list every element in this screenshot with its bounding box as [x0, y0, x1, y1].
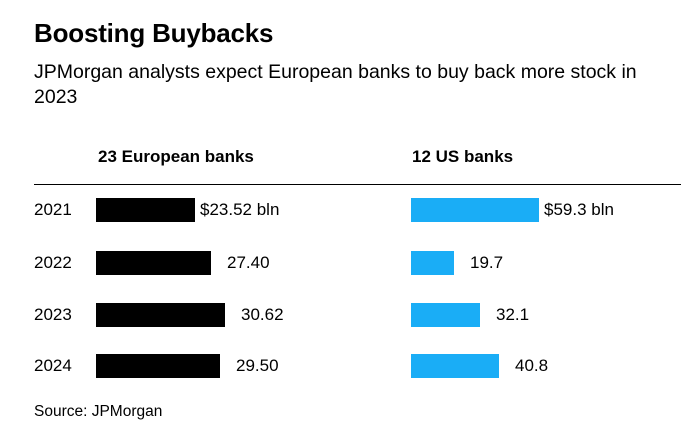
year-label-2024: 2024 [34, 356, 72, 375]
europe-value-label-2024: 29.50 [236, 356, 279, 375]
header-divider [34, 184, 681, 185]
year-label-2021: 2021 [34, 200, 72, 219]
chart-subtitle: JPMorgan analysts expect European banks … [34, 61, 637, 108]
source-note: Source: JPMorgan [34, 403, 163, 420]
year-label-2022: 2022 [34, 253, 72, 272]
europe-column-header: 23 European banks [98, 147, 254, 166]
europe-value-label-2022: 27.40 [227, 253, 270, 272]
us-column-header: 12 US banks [412, 147, 514, 166]
us-value-label-2024: 40.8 [515, 356, 549, 375]
europe-value-label-2021: $23.52 bln [200, 200, 280, 219]
europe-value-label-2023: 30.62 [241, 305, 284, 324]
us-bar-2022 [411, 251, 454, 275]
europe-bar-2024 [96, 354, 220, 378]
us-value-label-2023: 32.1 [496, 305, 530, 324]
europe-bar-2022 [96, 251, 211, 275]
us-value-label-2021: $59.3 bln [544, 200, 614, 219]
us-bar-2023 [411, 303, 480, 327]
europe-bar-2021 [96, 198, 195, 222]
us-bar-2024 [411, 354, 499, 378]
us-value-label-2022: 19.7 [470, 253, 504, 272]
chart-title: Boosting Buybacks [34, 18, 274, 48]
europe-bar-2023 [96, 303, 225, 327]
year-label-2023: 2023 [34, 305, 72, 324]
us-bar-2021 [411, 198, 539, 222]
